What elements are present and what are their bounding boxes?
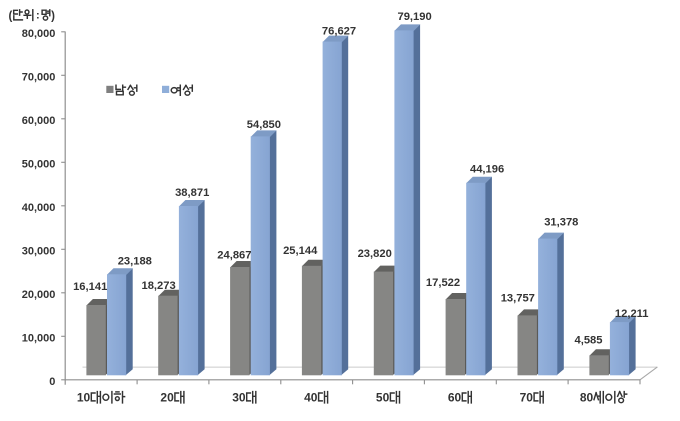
svg-text:40: 40 — [304, 391, 318, 405]
svg-text:16,141: 16,141 — [73, 281, 107, 293]
svg-text:(: ( — [8, 10, 12, 22]
svg-text:70,000: 70,000 — [22, 71, 56, 83]
svg-text:20,000: 20,000 — [22, 289, 56, 301]
svg-text:10: 10 — [77, 391, 91, 405]
svg-text:44,196: 44,196 — [470, 164, 504, 176]
svg-text:13,757: 13,757 — [501, 293, 535, 305]
svg-text::: : — [36, 10, 40, 22]
svg-text:10,000: 10,000 — [22, 332, 56, 344]
svg-text:79,190: 79,190 — [397, 11, 431, 23]
svg-text:31,378: 31,378 — [544, 216, 578, 228]
svg-text:23,188: 23,188 — [118, 256, 152, 268]
svg-text:20: 20 — [160, 391, 174, 405]
svg-text:): ) — [51, 10, 55, 22]
svg-text:40,000: 40,000 — [22, 202, 56, 214]
svg-text:76,627: 76,627 — [322, 25, 356, 37]
svg-text:50: 50 — [376, 391, 390, 405]
svg-text:30,000: 30,000 — [22, 245, 56, 257]
svg-text:54,850: 54,850 — [247, 119, 281, 131]
svg-text:4,585: 4,585 — [575, 335, 603, 347]
svg-text:0: 0 — [49, 376, 55, 388]
svg-text:70: 70 — [520, 391, 534, 405]
svg-text:60,000: 60,000 — [22, 115, 56, 127]
svg-text:38,871: 38,871 — [175, 187, 209, 199]
svg-text:23,820: 23,820 — [358, 248, 392, 260]
svg-text:30: 30 — [232, 391, 246, 405]
svg-text:25,144: 25,144 — [283, 245, 318, 257]
svg-text:60: 60 — [448, 391, 462, 405]
svg-text:80,000: 80,000 — [22, 28, 56, 40]
svg-text:24,867: 24,867 — [217, 249, 251, 261]
svg-text:17,522: 17,522 — [426, 277, 460, 289]
svg-text:12,211: 12,211 — [615, 308, 649, 320]
svg-text:18,273: 18,273 — [141, 280, 175, 292]
svg-text:50,000: 50,000 — [22, 158, 56, 170]
svg-text:80: 80 — [580, 391, 594, 405]
